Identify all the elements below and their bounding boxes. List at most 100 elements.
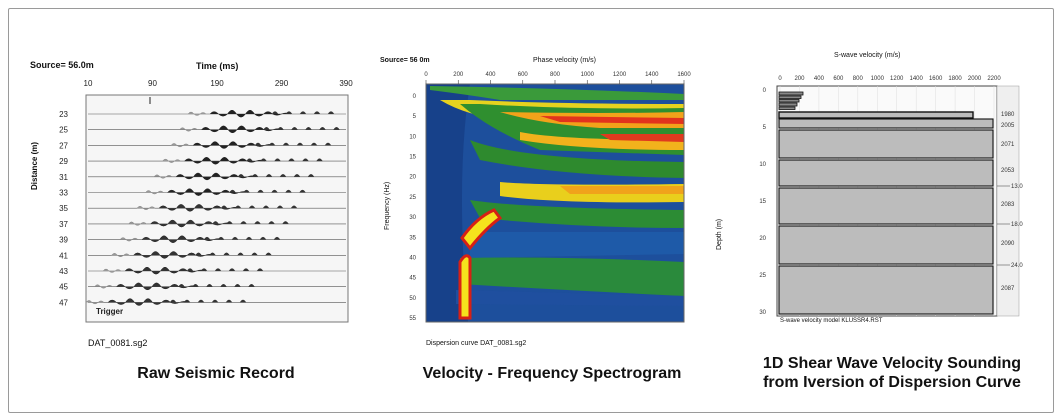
raw-trace-noise bbox=[187, 111, 207, 116]
spec-velocity-tick: 400 bbox=[485, 72, 496, 78]
sounding-layer-velocity: 2005 bbox=[1001, 123, 1015, 129]
raw-distance-tick: 35 bbox=[59, 204, 68, 213]
raw-distance-tick: 31 bbox=[59, 173, 68, 182]
raw-trace-later bbox=[211, 299, 219, 303]
raw-trace-later bbox=[271, 111, 279, 115]
raw-trace-later bbox=[231, 236, 239, 240]
sounding-depth-tick: 10 bbox=[759, 162, 766, 168]
sounding-thin-layer bbox=[778, 106, 796, 110]
raw-trace-wavelet bbox=[209, 109, 291, 118]
raw-trace-later bbox=[239, 299, 247, 303]
raw-trace-wavelet bbox=[133, 251, 215, 259]
raw-trigger-label: Trigger bbox=[96, 307, 123, 316]
raw-trace-later bbox=[217, 236, 225, 240]
raw-trace-later bbox=[246, 158, 253, 162]
raw-trace-later bbox=[305, 127, 312, 130]
sounding-boundary-label: 18.0 bbox=[1011, 222, 1023, 228]
raw-trace-later bbox=[178, 284, 185, 287]
spec-frequency-tick: 30 bbox=[409, 215, 416, 221]
spec-frequency-tick: 20 bbox=[409, 175, 416, 181]
raw-trace-wavelet bbox=[175, 172, 257, 181]
raw-trace-later bbox=[251, 252, 258, 256]
raw-distance-tick: 47 bbox=[59, 298, 68, 307]
spec-velocity-tick: 800 bbox=[550, 72, 561, 78]
raw-trace-later bbox=[203, 236, 211, 240]
sounding-velocity-tick: 800 bbox=[853, 76, 864, 82]
sounding-velocity-tick: 2000 bbox=[968, 76, 982, 82]
raw-trace-later bbox=[268, 142, 276, 146]
sounding-boundary-label: 24.0 bbox=[1011, 263, 1023, 269]
sounding-velocity-tick: 0 bbox=[778, 76, 782, 82]
raw-trace-later bbox=[271, 189, 278, 193]
raw-caption: Raw Seismic Record bbox=[137, 365, 295, 382]
spec-velocity-tick: 1200 bbox=[613, 72, 627, 78]
raw-trace-noise bbox=[85, 300, 105, 305]
raw-trace-noise bbox=[153, 174, 173, 179]
raw-trace-noise bbox=[145, 190, 164, 195]
raw-time-tick: 190 bbox=[210, 79, 224, 88]
raw-trace-later bbox=[226, 221, 233, 225]
raw-trace-later bbox=[256, 268, 264, 272]
raw-trace-later bbox=[268, 221, 275, 225]
sounding-layer-velocity: 2090 bbox=[1001, 241, 1015, 247]
raw-trace-later bbox=[265, 252, 272, 256]
raw-trace-wavelet bbox=[192, 141, 274, 149]
raw-trace-later bbox=[260, 158, 267, 162]
raw-trace-later bbox=[197, 299, 205, 303]
raw-trace-later bbox=[333, 127, 340, 130]
sounding-velocity-tick: 2200 bbox=[987, 76, 1001, 82]
raw-trace-later bbox=[220, 284, 227, 287]
raw-trace-later bbox=[290, 205, 298, 209]
sounding-depth-tick: 25 bbox=[759, 273, 766, 279]
sounding-thin-layer bbox=[778, 102, 798, 107]
raw-trace-later bbox=[228, 268, 236, 272]
raw-trace-noise bbox=[119, 237, 139, 242]
raw-trace-later bbox=[291, 127, 298, 130]
raw-trace-later bbox=[265, 174, 273, 177]
raw-trace-later bbox=[254, 221, 261, 225]
sounding-thin-layer bbox=[778, 95, 802, 99]
raw-source-label: Source= 56.0m bbox=[30, 60, 94, 70]
sounding-velocity-tick: 1400 bbox=[910, 76, 924, 82]
raw-trace-later bbox=[248, 205, 256, 209]
raw-trace-later bbox=[282, 142, 290, 146]
spec-velocity-label: Phase velocity (m/s) bbox=[533, 57, 597, 64]
raw-trace-later bbox=[262, 205, 270, 209]
raw-time-label: Time (ms) bbox=[196, 61, 239, 71]
sounding-depth-tick: 0 bbox=[763, 88, 767, 94]
raw-distance-tick: 43 bbox=[59, 267, 68, 276]
raw-distance-tick: 23 bbox=[59, 110, 68, 119]
raw-trace-later bbox=[274, 158, 281, 162]
sounding-caption-line2: from Iversion of Dispersion Curve bbox=[763, 374, 1021, 391]
raw-distance-tick: 33 bbox=[59, 189, 68, 198]
spec-frequency-tick: 50 bbox=[409, 296, 416, 302]
sounding-layer bbox=[778, 265, 994, 315]
sounding-thin-layer bbox=[778, 91, 804, 96]
raw-trace-later bbox=[195, 252, 202, 256]
raw-trace-wavelet bbox=[124, 266, 206, 275]
raw-trace-later bbox=[307, 174, 315, 177]
sounding-velocity-tick: 1800 bbox=[948, 76, 962, 82]
sounding-velocity-label: S-wave velocity (m/s) bbox=[834, 52, 901, 59]
sounding-velocity-tick: 1000 bbox=[871, 76, 885, 82]
raw-trace-later bbox=[242, 268, 250, 272]
sounding-caption-line1: 1D Shear Wave Velocity Sounding bbox=[762, 355, 1022, 372]
raw-trace-later bbox=[248, 284, 255, 287]
sounding-depth-tick: 15 bbox=[759, 199, 766, 205]
raw-trace-noise bbox=[170, 143, 190, 148]
raw-trace-later bbox=[288, 158, 295, 162]
raw-distance-tick: 39 bbox=[59, 236, 68, 245]
sounding-layer bbox=[778, 225, 994, 265]
raw-trace-noise bbox=[128, 221, 147, 226]
raw-trace-later bbox=[214, 268, 222, 272]
raw-trace-wavelet bbox=[167, 188, 249, 196]
raw-trace-later bbox=[183, 299, 191, 303]
raw-trace-noise bbox=[102, 268, 122, 273]
sounding-layer-velocity: 2083 bbox=[1001, 202, 1015, 208]
spec-frequency-tick: 15 bbox=[409, 155, 416, 161]
sounding-thin-layer bbox=[778, 99, 800, 103]
spec-velocity-tick: 1400 bbox=[645, 72, 659, 78]
sounding-layer bbox=[778, 159, 994, 187]
raw-trace-later bbox=[310, 142, 318, 146]
